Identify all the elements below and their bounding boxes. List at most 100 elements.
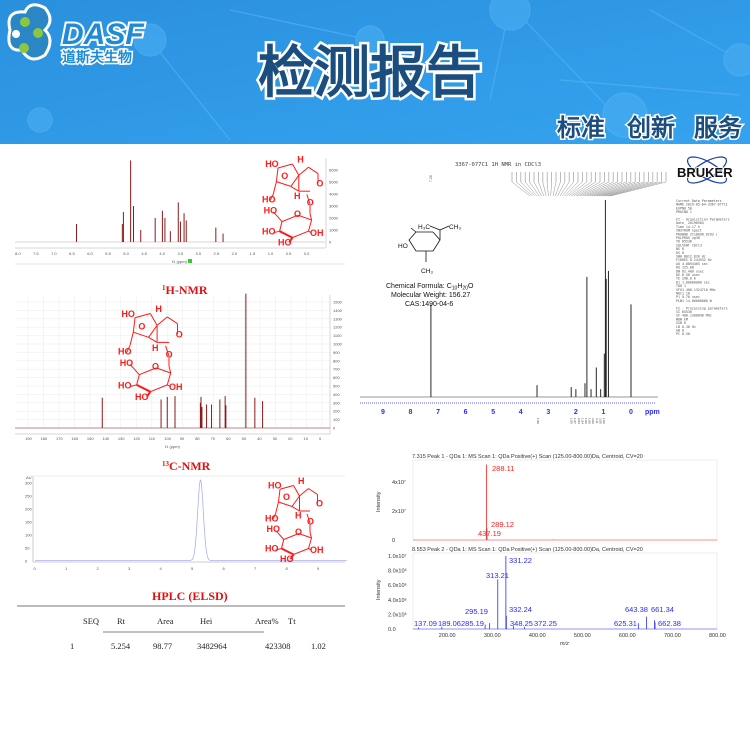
- ms-peak-label: 137.09: [414, 619, 437, 628]
- logo-mark-icon: [7, 3, 52, 61]
- y-tick-label: 400: [333, 392, 340, 397]
- bond-line: [275, 167, 279, 182]
- peak-label-leader: [525, 181, 538, 197]
- x-tick-label: 2.5: [214, 251, 220, 256]
- x-tick-label: 130: [118, 436, 125, 441]
- acquisition-parameter: SI 65536: [676, 310, 692, 314]
- x-axis-label: f1 (ppm): [172, 259, 188, 264]
- x-tick-label: 120: [133, 436, 140, 441]
- x-tick-label: 6.0: [87, 251, 93, 256]
- bond-line: [291, 495, 300, 507]
- y-tick-label: 200: [25, 507, 32, 512]
- chemical-formula: Chemical Formula: C10H20O: [386, 283, 474, 292]
- y-tick-label: 4.0x10⁶: [388, 597, 407, 604]
- bond-line: [146, 391, 152, 398]
- bond-line: [276, 181, 291, 187]
- table-header-cell: Tt: [288, 616, 296, 626]
- atom-label: HO: [265, 159, 279, 169]
- peak-label-leader: [564, 181, 579, 197]
- formula-sub: 20: [462, 286, 468, 292]
- bond-line: [139, 367, 157, 376]
- hplc-result-table: HPLC (ELSD) SEQ Rt Area Hei Area% Tt 1 5.254 98…: [17, 589, 345, 651]
- bond-line: [293, 485, 300, 497]
- y-tick-label: 1300: [333, 316, 343, 321]
- table-cell: 423308: [265, 641, 291, 651]
- x-tick-label: 5: [491, 409, 495, 416]
- acquisition-parameter: TD 65536: [676, 240, 692, 244]
- formula-label: Chemical Formula:: [386, 283, 447, 290]
- caption-superscript: 1: [162, 284, 166, 292]
- atom-label: O: [152, 362, 159, 372]
- x-tick-label: 700.00: [664, 633, 681, 639]
- x-tick-label: 4.0: [159, 251, 165, 256]
- ms-peak-label: 372.25: [534, 619, 557, 628]
- bond-line: [291, 506, 300, 512]
- bond-line: [136, 374, 140, 386]
- bond-line: [278, 533, 285, 540]
- x-tick-label: 1: [601, 409, 605, 416]
- atom-label: O: [307, 198, 314, 208]
- integral-label: 3.06: [591, 418, 595, 424]
- y-tick-label: 4000: [329, 192, 339, 197]
- y-tick-label: 500: [333, 384, 340, 389]
- bond-line: [306, 513, 311, 524]
- y-tick-label: 0: [25, 559, 28, 564]
- x-tick-label: 3.5: [177, 251, 183, 256]
- bruker-h-nmr-spectrum: 3367-077C1 1H NMR in CDCl3 BRUKER Curren…: [360, 156, 734, 424]
- y-axis-unit: AU: [26, 475, 32, 480]
- atom-label: O: [281, 171, 288, 181]
- atom-label: HO: [262, 194, 276, 204]
- x-axis-label: f1 (ppm): [165, 444, 181, 449]
- formula-part: C: [447, 283, 452, 290]
- peak-label-leader: [573, 181, 596, 197]
- atom-label: HO: [118, 346, 132, 356]
- ms-peak-label: 189.06: [438, 619, 461, 628]
- spectrum-title: 3367-077C1 1H NMR in CDCl3: [455, 162, 541, 168]
- acquisition-parameter: INSTRUM spect: [676, 229, 702, 233]
- x-tick-label: 70: [211, 436, 216, 441]
- x-tick-label: 5: [191, 566, 194, 571]
- bond-line: [132, 317, 136, 333]
- atom-label: O: [176, 329, 183, 339]
- x-tick-label: 4: [519, 409, 523, 416]
- peak-label-leader: [578, 181, 605, 197]
- bond-line: [308, 230, 312, 234]
- atom-label: HO: [264, 206, 278, 216]
- y-tick-label: 1000: [329, 228, 339, 233]
- peak-label-leader: [511, 181, 531, 197]
- ms-peak-label: 313.21: [486, 571, 509, 580]
- bond-line: [278, 501, 293, 507]
- atom-label: HO: [278, 238, 292, 248]
- x-tick-label: 160: [71, 436, 78, 441]
- x-tick-label: 1: [65, 566, 68, 571]
- bond-line: [156, 316, 168, 326]
- caption-text: H-NMR: [166, 283, 208, 297]
- peak-label-leader: [575, 181, 601, 197]
- y-axis-label: Intensity: [376, 491, 382, 512]
- atom-label: O: [166, 350, 173, 360]
- bond-line: [283, 533, 299, 540]
- integral-label: 1.07: [573, 418, 577, 424]
- x-tick-label: 600.00: [619, 633, 636, 639]
- y-tick-label: 300: [333, 400, 340, 405]
- y-tick-label: 5000: [329, 180, 339, 185]
- ms-peak-label: 288.11: [492, 464, 514, 473]
- x-tick-label: 30: [273, 436, 278, 441]
- bond-line: [297, 214, 312, 221]
- acquisition-parameter: Date_ 20190504: [676, 221, 704, 225]
- ms-peak-label: 643.38: [625, 605, 648, 614]
- bond-line: [129, 384, 137, 388]
- x-tick-label: 80: [195, 436, 200, 441]
- acquisition-parameter: AQ 4.0894465 sec: [676, 262, 708, 266]
- bond-line: [308, 548, 312, 551]
- peak-label-leader: [562, 181, 574, 197]
- bond-line: [129, 364, 134, 369]
- y-tick-label: 2.0x10⁶: [388, 611, 407, 618]
- acquisition-parameter: GB 0: [676, 329, 684, 333]
- atom-label: H: [297, 154, 304, 164]
- peak-label-leader: [559, 181, 570, 197]
- cas-number: CAS:1490-04-6: [405, 301, 453, 308]
- acquisition-parameter: PROBHD Z116098_0293 (: [676, 232, 718, 236]
- x-tick-label: 5.5: [105, 251, 111, 256]
